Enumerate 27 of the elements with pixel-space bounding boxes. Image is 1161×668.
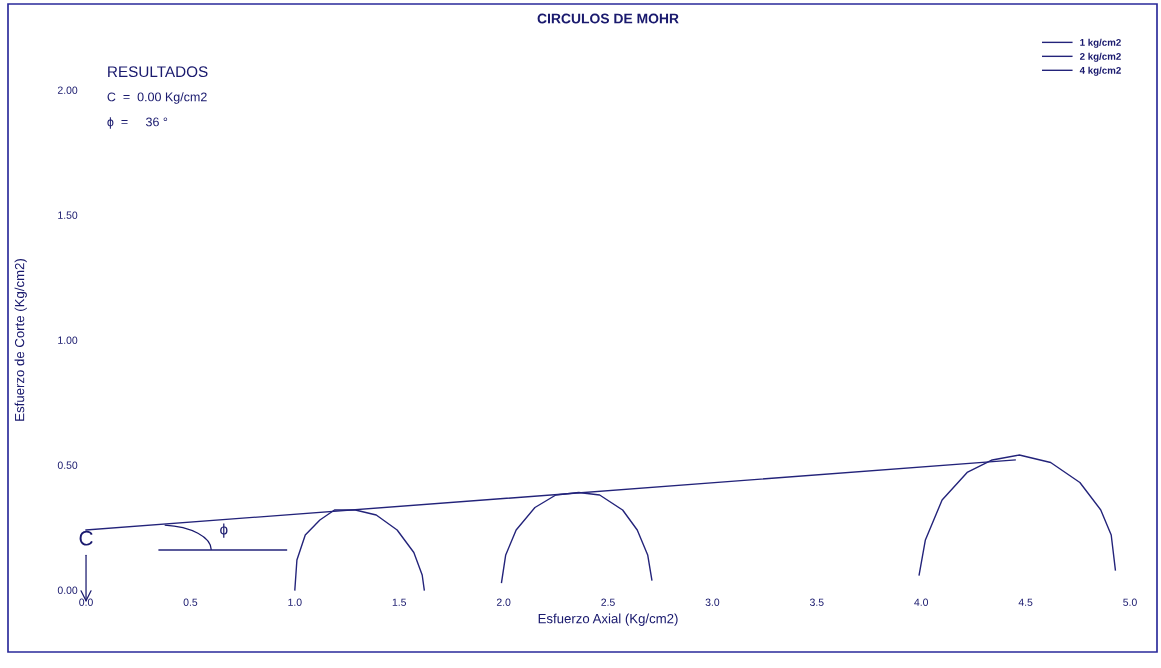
x-tick-label: 5.0 (1123, 598, 1137, 606)
annotation: ϕ = 36 ° (107, 117, 168, 129)
x-tick-label: 4.5 (1018, 598, 1033, 606)
x-tick-label: 0.0 (79, 598, 93, 606)
text: RESULTADOS (108, 66, 208, 78)
chart-title: CIRCULOS DE MOHR (537, 13, 679, 24)
legend-label: 4 kg/cm2 (1079, 66, 1121, 76)
x-tick-label: 0.5 (183, 598, 198, 606)
y-tick-label: 0.50 (57, 461, 78, 469)
legend-label: 1 kg/cm2 (1080, 38, 1121, 48)
y-tick-label: 1.00 (58, 336, 78, 344)
y-tick-label: 0.00 (57, 586, 78, 594)
x-tick-label: 3.0 (705, 598, 720, 606)
y-tick-label: 2.00 (57, 86, 78, 94)
x-tick-label: 2.0 (496, 598, 511, 606)
x-tick-label: 3.5 (809, 598, 824, 606)
y-tick-label: 1.50 (58, 211, 78, 219)
y-axis-title: Esfuerzo de Corte (Kg/cm2) (14, 259, 27, 421)
x-tick-label: 2.5 (601, 598, 615, 606)
x-tick-label: 4.0 (914, 598, 929, 606)
x-tick-label: 1.0 (288, 598, 302, 606)
annotation: ϕ (220, 523, 228, 538)
annotation: C (79, 530, 93, 546)
x-axis-title: Esfuerzo Axial (Kg/cm2) (538, 613, 678, 626)
annotation: C = 0.00 Kg/cm2 (107, 92, 207, 104)
x-tick-label: 1.5 (392, 598, 407, 606)
legend-label: 2 kg/cm2 (1079, 52, 1121, 62)
